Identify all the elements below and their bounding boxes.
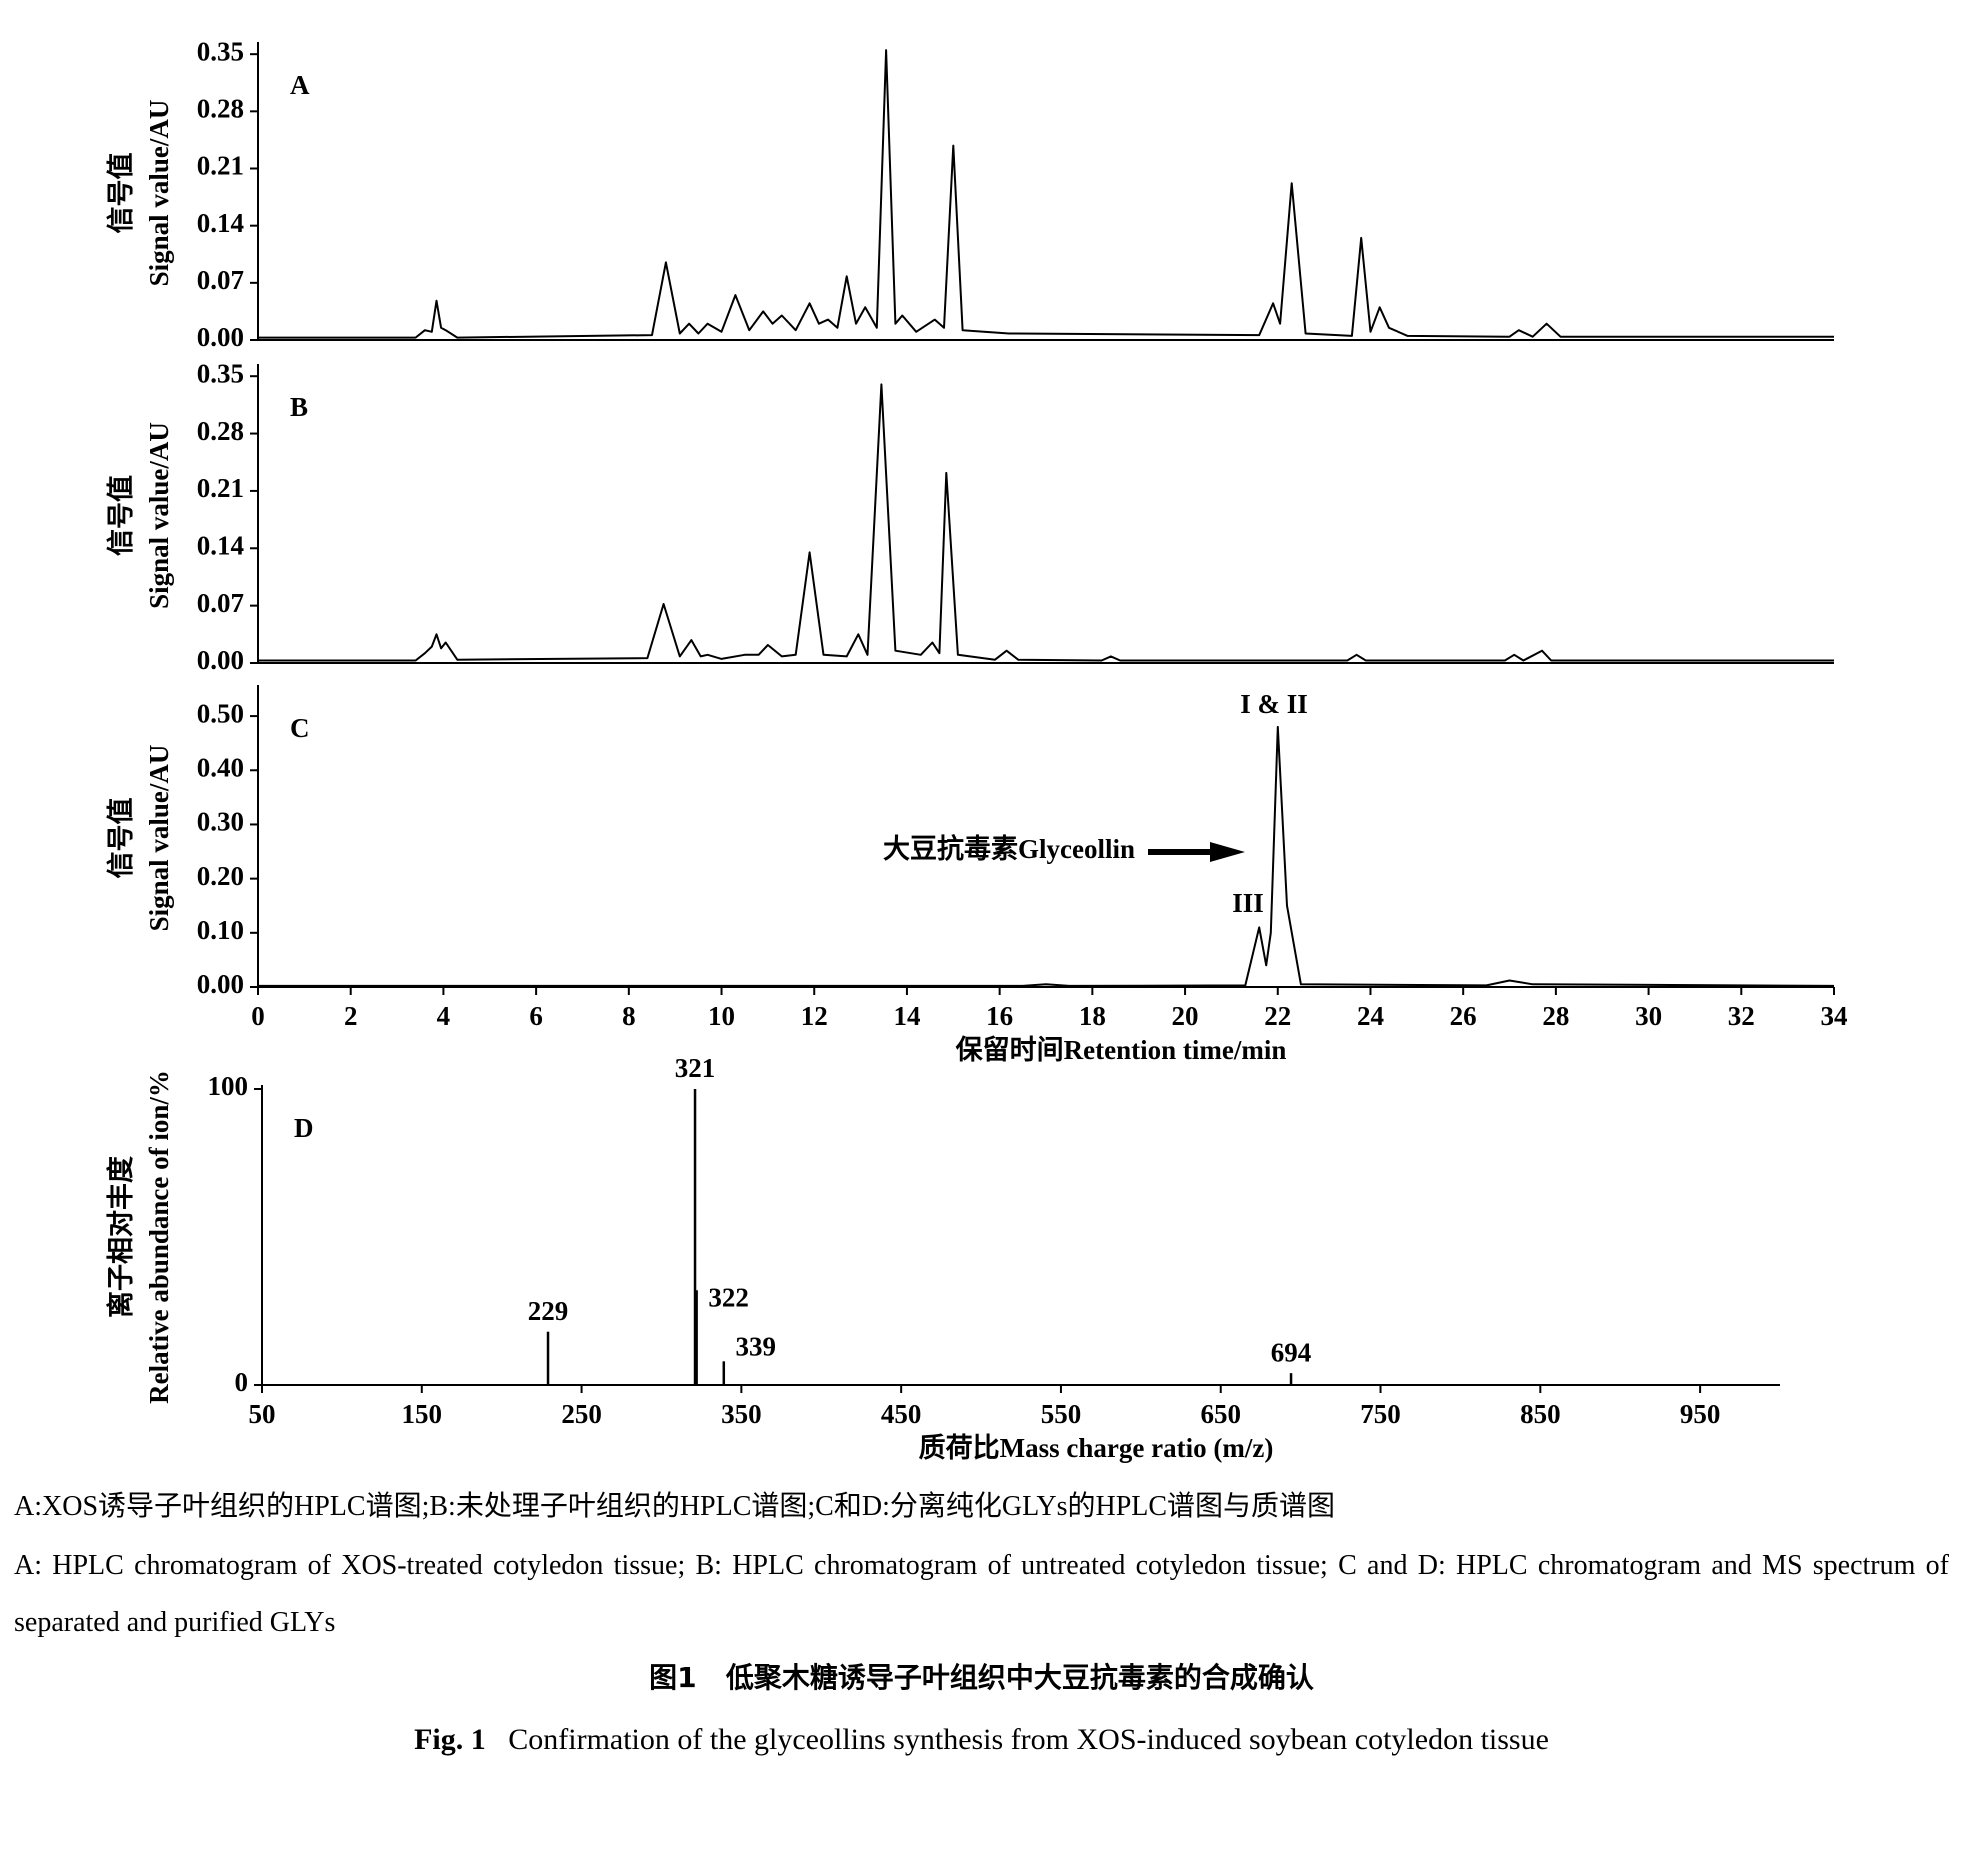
y-axis-label: 信号值 xyxy=(106,798,136,879)
x-tick-label: 28 xyxy=(1542,1001,1569,1031)
y-axis-label: 离子相对丰度 xyxy=(105,1156,136,1318)
y-tick-label: 0.21 xyxy=(197,151,244,181)
annotation: I & II xyxy=(1240,689,1308,719)
figure-title-cn: 图1 低聚木糖诱导子叶组织中大豆抗毒素的合成确认 xyxy=(14,1649,1949,1706)
figure-number-en: Fig. 1 xyxy=(414,1723,486,1756)
y-axis-label: Signal value/AU xyxy=(144,100,174,287)
y-tick-label: 0.40 xyxy=(197,752,244,782)
x-tick-label: 450 xyxy=(881,1399,922,1429)
x-tick-label: 2 xyxy=(344,1001,358,1031)
chromatogram-line xyxy=(258,383,1834,662)
peak-label: 339 xyxy=(736,1332,777,1362)
y-tick-label: 0.50 xyxy=(197,698,244,728)
y-tick-label: 0.28 xyxy=(197,94,244,124)
x-tick-label: 350 xyxy=(721,1399,762,1429)
title-en: Confirmation of the glyceollins synthesi… xyxy=(508,1723,1549,1756)
y-tick-label: 0.14 xyxy=(197,208,244,238)
y-tick-label: 0.00 xyxy=(197,969,244,999)
x-tick-label: 18 xyxy=(1079,1001,1106,1031)
x-tick-label: 12 xyxy=(801,1001,828,1031)
x-tick-label: 0 xyxy=(251,1001,265,1031)
x-tick-label: 950 xyxy=(1680,1399,1721,1429)
x-tick-label: 6 xyxy=(529,1001,543,1031)
y-axis-label: Signal value/AU xyxy=(144,422,174,609)
y-axis-label: 信号值 xyxy=(106,153,136,234)
x-tick-label: 34 xyxy=(1821,1001,1848,1031)
peak-label: 321 xyxy=(675,1053,716,1083)
caption-cn: A:XOS诱导子叶组织的HPLC谱图;B:未处理子叶组织的HPLC谱图;C和D:… xyxy=(14,1491,1336,1522)
title-cn: 低聚木糖诱导子叶组织中大豆抗毒素的合成确认 xyxy=(725,1661,1314,1694)
y-axis-label: 信号值 xyxy=(106,475,136,556)
x-tick-label: 20 xyxy=(1172,1001,1199,1031)
y-axis-label: Relative abundance of ion/% xyxy=(144,1070,174,1404)
x-tick-label: 550 xyxy=(1041,1399,1082,1429)
x-tick-label: 16 xyxy=(986,1001,1013,1031)
x-tick-label: 24 xyxy=(1357,1001,1384,1031)
panel-label: C xyxy=(290,713,310,743)
x-tick-label: 8 xyxy=(622,1001,636,1031)
annotation: 大豆抗毒素Glyceollin xyxy=(883,833,1135,864)
x-axis-label: 保留时间Retention time/min xyxy=(955,1035,1287,1065)
figure-title-en: Fig. 1 Confirmation of the glyceollins s… xyxy=(14,1711,1949,1768)
x-axis-label: 质荷比Mass charge ratio (m/z) xyxy=(919,1433,1274,1463)
x-tick-label: 10 xyxy=(708,1001,735,1031)
y-tick-label: 0.10 xyxy=(197,915,244,945)
y-tick-label: 0.28 xyxy=(197,416,244,446)
x-tick-label: 50 xyxy=(249,1399,276,1429)
y-tick-label: 0.35 xyxy=(197,358,244,388)
x-tick-label: 850 xyxy=(1520,1399,1561,1429)
x-tick-label: 26 xyxy=(1450,1001,1477,1031)
x-tick-label: 250 xyxy=(561,1399,602,1429)
x-tick-label: 32 xyxy=(1728,1001,1755,1031)
y-axis-label: Signal value/AU xyxy=(144,745,174,932)
y-tick-label: 0.30 xyxy=(197,807,244,837)
peak-label: 322 xyxy=(708,1282,749,1312)
x-tick-label: 150 xyxy=(402,1399,443,1429)
x-tick-label: 750 xyxy=(1360,1399,1401,1429)
x-tick-label: 30 xyxy=(1635,1001,1662,1031)
y-tick-label: 0.14 xyxy=(197,530,244,560)
chromatogram-line xyxy=(258,49,1834,339)
y-tick-label: 0.35 xyxy=(197,36,244,66)
y-tick-label: 100 xyxy=(208,1071,249,1101)
y-tick-label: 0.21 xyxy=(197,473,244,503)
x-tick-label: 22 xyxy=(1264,1001,1291,1031)
caption-en: A: HPLC chromatogram of XOS-treated coty… xyxy=(14,1550,1949,1638)
chromatogram-line xyxy=(258,725,1835,987)
x-tick-label: 4 xyxy=(437,1001,451,1031)
figure-number: 图1 xyxy=(649,1661,697,1694)
annotation: III xyxy=(1232,888,1264,918)
y-tick-label: 0.07 xyxy=(197,588,244,618)
y-tick-label: 0.00 xyxy=(197,322,244,352)
panel-label: D xyxy=(294,1113,314,1143)
figure: A 信号值 Signal value/AU 0.00 0.07 0.14 0.21 0.28 0… xyxy=(105,36,1848,1463)
arrow-head xyxy=(1210,842,1245,862)
panel-label: B xyxy=(290,392,308,422)
y-tick-label: 0.07 xyxy=(197,265,244,295)
x-tick-label: 14 xyxy=(893,1001,920,1031)
peak-label: 694 xyxy=(1271,1337,1312,1367)
panel-label: A xyxy=(290,70,310,100)
y-tick-label: 0.20 xyxy=(197,861,244,891)
y-tick-label: 0 xyxy=(235,1367,249,1397)
y-tick-label: 0.00 xyxy=(197,645,244,675)
x-tick-label: 650 xyxy=(1200,1399,1241,1429)
peak-label: 229 xyxy=(528,1296,569,1326)
